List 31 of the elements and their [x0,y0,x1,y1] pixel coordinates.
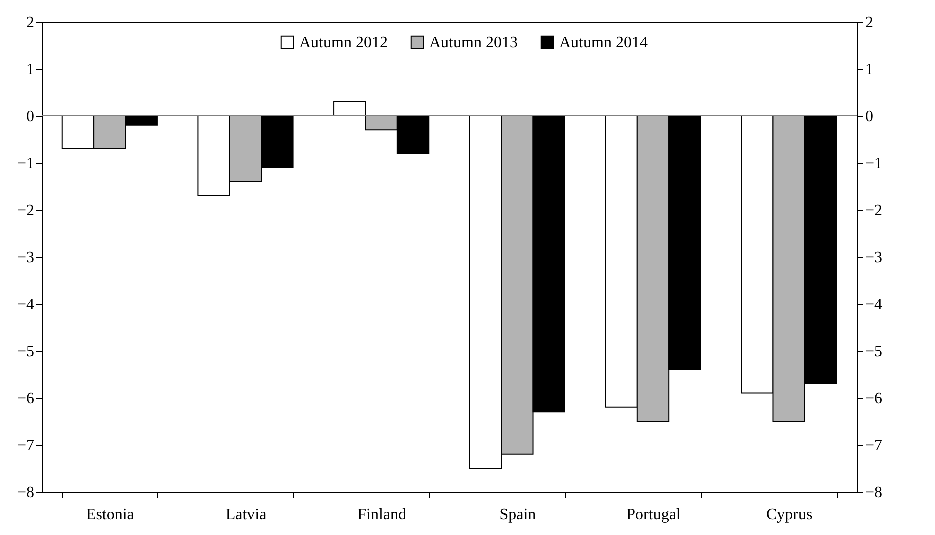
y-tick-label: 1 [26,62,34,78]
y2-tick-label: −8 [866,484,883,502]
y-tick-label: −4 [17,296,34,314]
y-tick-label: −1 [17,156,34,172]
y-tick-label: −5 [17,344,34,360]
x-tick-label: Portugal [626,506,682,524]
y2-tick-label: −3 [866,250,883,266]
legend-label: Autumn 2013 [430,34,518,52]
y2-tick-label: 0 [866,108,874,126]
y-tick-label: −6 [17,390,34,408]
y-tick-label: −8 [17,484,34,502]
y2-tick-label: 2 [866,14,874,32]
y-tick-label: −2 [17,202,34,220]
y2-tick-label: −4 [866,296,883,314]
y-tick-label: −7 [17,438,34,454]
legend-label: Autumn 2012 [300,34,388,52]
y2-tick-label: −2 [866,202,883,220]
y-tick-label: 0 [26,108,34,126]
y2-tick-label: −5 [866,344,883,360]
y2-tick-label: −1 [866,156,883,172]
y2-tick-label: 1 [866,62,874,78]
x-tick-label: Cyprus [766,506,813,524]
y-tick-label: −3 [17,250,34,266]
x-tick-label: Latvia [226,506,267,524]
x-tick-label: Estonia [86,506,134,524]
x-tick-label: Finland [358,506,407,524]
x-tick-label: Spain [500,506,536,524]
y-tick-label: 2 [26,14,34,32]
y2-tick-label: −7 [866,438,883,454]
legend-label: Autumn 2014 [560,34,648,52]
y2-tick-label: −6 [866,390,883,408]
